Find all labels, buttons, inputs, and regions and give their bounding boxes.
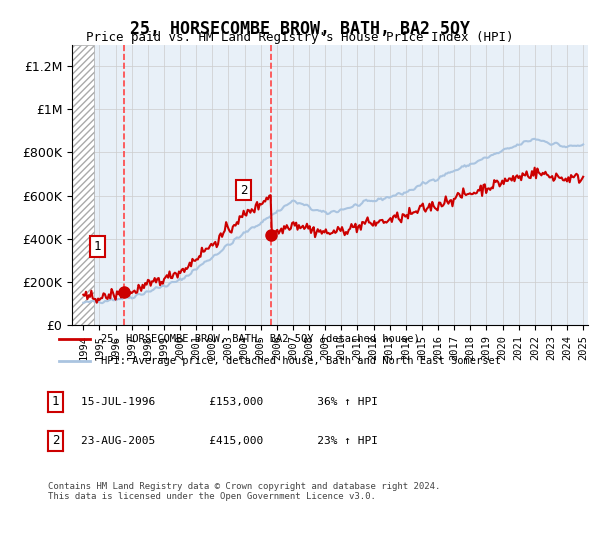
- Text: HPI: Average price, detached house, Bath and North East Somerset: HPI: Average price, detached house, Bath…: [101, 356, 501, 366]
- Text: 25, HORSECOMBE BROW, BATH, BA2 5QY (detached house): 25, HORSECOMBE BROW, BATH, BA2 5QY (deta…: [101, 334, 419, 344]
- Text: 15-JUL-1996        £153,000        36% ↑ HPI: 15-JUL-1996 £153,000 36% ↑ HPI: [81, 396, 378, 407]
- Bar: [72, 45, 94, 325]
- Text: 25, HORSECOMBE BROW, BATH, BA2 5QY: 25, HORSECOMBE BROW, BATH, BA2 5QY: [130, 20, 470, 38]
- Text: Price paid vs. HM Land Registry's House Price Index (HPI): Price paid vs. HM Land Registry's House …: [86, 31, 514, 44]
- Text: 1: 1: [94, 240, 101, 253]
- Text: 1: 1: [52, 395, 59, 408]
- Text: Contains HM Land Registry data © Crown copyright and database right 2024.
This d: Contains HM Land Registry data © Crown c…: [48, 482, 440, 501]
- Text: 23-AUG-2005        £415,000        23% ↑ HPI: 23-AUG-2005 £415,000 23% ↑ HPI: [81, 436, 378, 446]
- Text: 2: 2: [240, 184, 248, 197]
- Text: 2: 2: [52, 435, 59, 447]
